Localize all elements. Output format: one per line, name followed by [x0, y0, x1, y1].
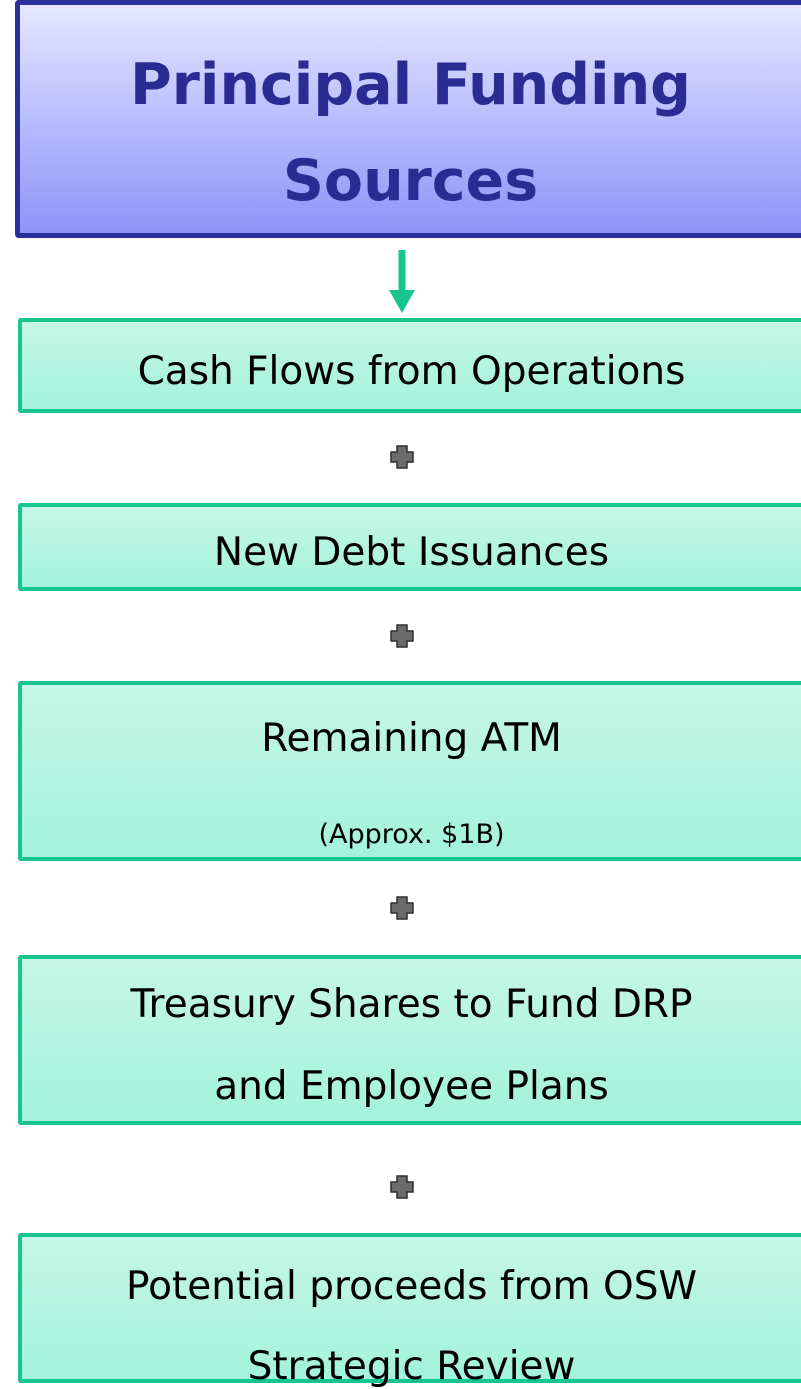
- plus-icon: [390, 1175, 414, 1199]
- source-box: New Debt Issuances: [18, 503, 801, 591]
- source-note: (Approx. $1B): [318, 819, 505, 850]
- source-text: Strategic Review: [247, 1344, 576, 1389]
- source-box: Remaining ATM (Approx. $1B): [18, 681, 801, 861]
- header-title: Sources: [282, 148, 539, 214]
- source-box: Cash Flows from Operations: [18, 318, 801, 413]
- source-text: Potential proceeds from OSW: [125, 1264, 698, 1309]
- source-box: Potential proceeds from OSW Strategic Rev…: [18, 1233, 801, 1389]
- header-title: Principal Funding: [130, 52, 691, 118]
- arrow-head: [389, 290, 415, 313]
- source-text: Remaining ATM: [261, 716, 562, 761]
- plus-icon: [390, 896, 414, 920]
- plus-icon: [390, 445, 414, 469]
- source-box: Treasury Shares to Fund DRP and Employee …: [18, 955, 801, 1125]
- source-text: Treasury Shares to Fund DRP: [130, 982, 693, 1027]
- header-box: Principal Funding Sources: [15, 0, 801, 238]
- source-text: New Debt Issuances: [213, 530, 610, 575]
- source-text: Cash Flows from Operations: [137, 349, 686, 394]
- source-text: and Employee Plans: [214, 1064, 609, 1109]
- plus-icon: [390, 624, 414, 648]
